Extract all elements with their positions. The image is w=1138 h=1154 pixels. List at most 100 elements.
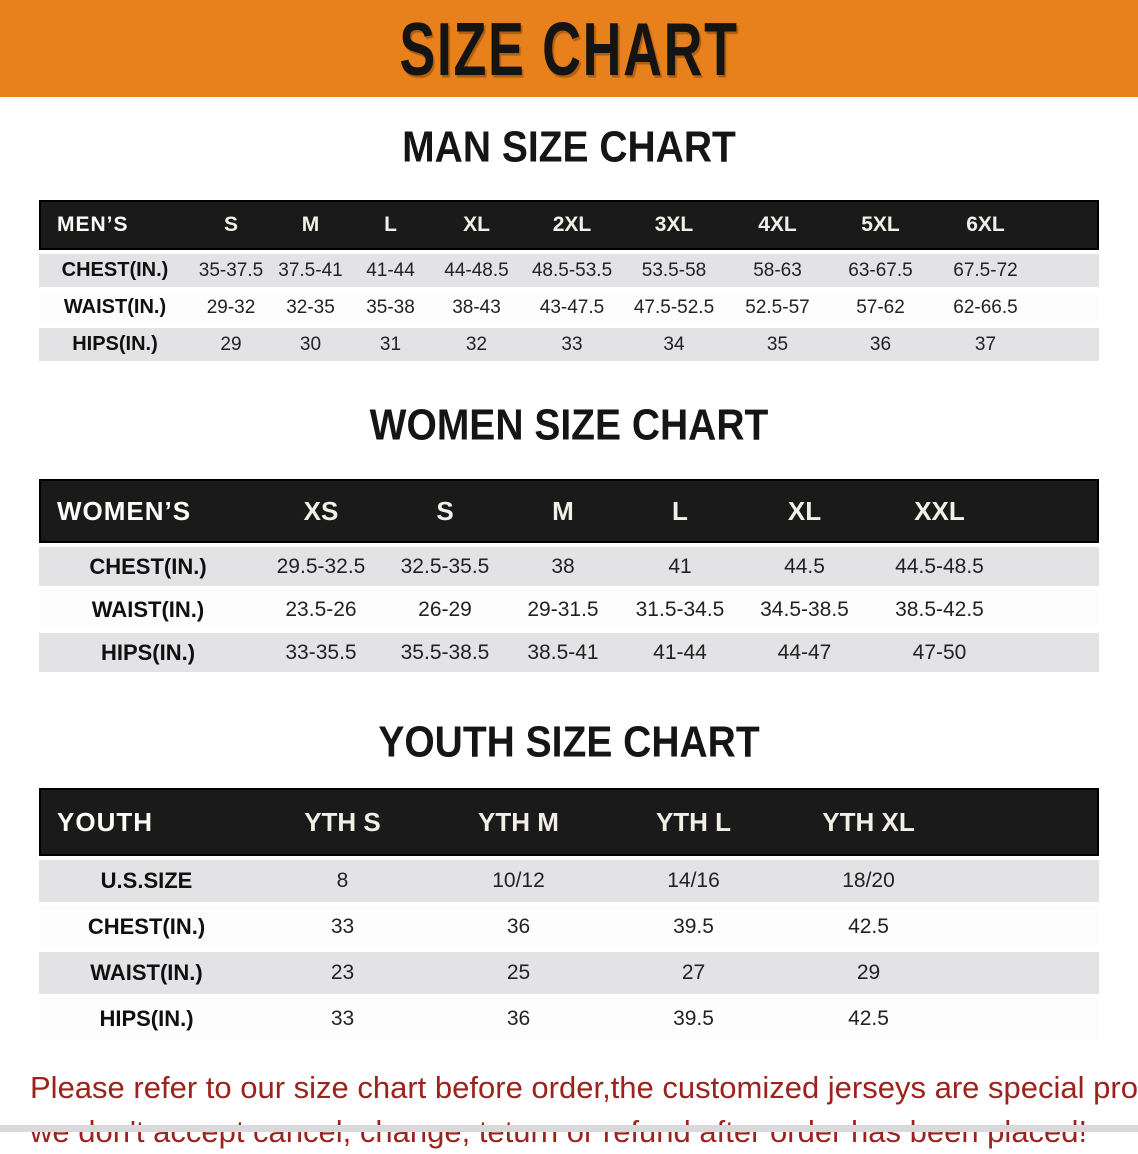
row-filler-cell <box>1039 328 1099 361</box>
size-value-cell: 41-44 <box>350 254 431 287</box>
size-column-header: YTH XL <box>781 788 956 856</box>
size-column-header: XXL <box>870 479 1009 543</box>
size-value-cell: 58-63 <box>726 254 829 287</box>
size-value-cell: 31 <box>350 328 431 361</box>
size-column-header: YTH M <box>431 788 606 856</box>
row-label: HIPS(IN.) <box>39 998 254 1040</box>
size-column-header: L <box>350 200 431 250</box>
disclaimer-line-2: we don't accept cancel, change, teturn o… <box>30 1110 1138 1154</box>
row-label: U.S.SIZE <box>39 860 254 902</box>
size-value-cell: 39.5 <box>606 906 781 948</box>
table-header-row: YOUTH YTH S YTH M YTH L YTH XL <box>39 788 1099 856</box>
womens-size-table: WOMEN’S XS S M L XL XXL CHEST(IN.) 29.5-32.5 32.5… <box>39 475 1099 676</box>
size-value-cell: 42.5 <box>781 906 956 948</box>
table-corner-label: WOMEN’S <box>39 479 257 543</box>
size-column-header: XL <box>739 479 870 543</box>
size-column-header: 3XL <box>622 200 726 250</box>
size-column-header: YTH L <box>606 788 781 856</box>
man-section-title: MAN SIZE CHART <box>402 123 736 172</box>
size-column-header: M <box>505 479 621 543</box>
size-column-header: XS <box>257 479 385 543</box>
size-column-header: L <box>621 479 739 543</box>
row-label: CHEST(IN.) <box>39 254 191 287</box>
size-value-cell: 43-47.5 <box>522 291 622 324</box>
size-value-cell: 33 <box>254 998 431 1040</box>
size-value-cell: 30 <box>271 328 350 361</box>
table-row: CHEST(IN.) 35-37.5 37.5-41 41-44 44-48.5 48.5… <box>39 254 1099 287</box>
size-value-cell: 32 <box>431 328 522 361</box>
size-value-cell: 25 <box>431 952 606 994</box>
size-value-cell: 18/20 <box>781 860 956 902</box>
size-value-cell: 41-44 <box>621 633 739 672</box>
size-column-header: XL <box>431 200 522 250</box>
row-label: WAIST(IN.) <box>39 952 254 994</box>
size-value-cell: 44.5 <box>739 547 870 586</box>
size-column-header: 5XL <box>829 200 932 250</box>
table-row: CHEST(IN.) 33 36 39.5 42.5 <box>39 906 1099 948</box>
size-value-cell: 14/16 <box>606 860 781 902</box>
size-value-cell: 39.5 <box>606 998 781 1040</box>
size-column-header: M <box>271 200 350 250</box>
size-value-cell: 63-67.5 <box>829 254 932 287</box>
youth-size-table: YOUTH YTH S YTH M YTH L YTH XL U.S.SIZE 8 10/12… <box>39 784 1099 1044</box>
size-value-cell: 44-47 <box>739 633 870 672</box>
size-value-cell: 23 <box>254 952 431 994</box>
table-row: WAIST(IN.) 29-32 32-35 35-38 38-43 43-47.5 47.… <box>39 291 1099 324</box>
size-value-cell: 29.5-32.5 <box>257 547 385 586</box>
table-row: HIPS(IN.) 33 36 39.5 42.5 <box>39 998 1099 1040</box>
row-label: HIPS(IN.) <box>39 328 191 361</box>
size-value-cell: 37.5-41 <box>271 254 350 287</box>
size-value-cell: 35 <box>726 328 829 361</box>
size-value-cell: 36 <box>431 906 606 948</box>
size-value-cell: 32-35 <box>271 291 350 324</box>
size-value-cell: 29-32 <box>191 291 271 324</box>
header-filler-cell <box>1039 200 1099 250</box>
size-value-cell: 23.5-26 <box>257 590 385 629</box>
banner-title: SIZE CHART <box>399 6 739 91</box>
mens-size-table: MEN’S S M L XL 2XL 3XL 4XL 5XL 6XL CHEST(IN.) 35-37… <box>39 196 1099 365</box>
size-value-cell: 33 <box>522 328 622 361</box>
row-label: WAIST(IN.) <box>39 291 191 324</box>
size-value-cell: 37 <box>932 328 1039 361</box>
size-value-cell: 29 <box>781 952 956 994</box>
size-value-cell: 33 <box>254 906 431 948</box>
size-column-header: 2XL <box>522 200 622 250</box>
row-filler-cell <box>1009 547 1099 586</box>
size-value-cell: 26-29 <box>385 590 505 629</box>
row-label: CHEST(IN.) <box>39 906 254 948</box>
row-filler-cell <box>956 860 1099 902</box>
size-value-cell: 38-43 <box>431 291 522 324</box>
size-value-cell: 42.5 <box>781 998 956 1040</box>
size-value-cell: 32.5-35.5 <box>385 547 505 586</box>
row-filler-cell <box>956 906 1099 948</box>
row-label: HIPS(IN.) <box>39 633 257 672</box>
size-value-cell: 27 <box>606 952 781 994</box>
size-column-header: 4XL <box>726 200 829 250</box>
table-row: HIPS(IN.) 29 30 31 32 33 34 35 36 37 <box>39 328 1099 361</box>
table-header-row: WOMEN’S XS S M L XL XXL <box>39 479 1099 543</box>
table-corner-label: YOUTH <box>39 788 254 856</box>
size-column-header: S <box>385 479 505 543</box>
row-filler-cell <box>956 952 1099 994</box>
size-value-cell: 29-31.5 <box>505 590 621 629</box>
size-value-cell: 38.5-42.5 <box>870 590 1009 629</box>
size-value-cell: 47.5-52.5 <box>622 291 726 324</box>
size-value-cell: 29 <box>191 328 271 361</box>
size-value-cell: 44.5-48.5 <box>870 547 1009 586</box>
row-filler-cell <box>1039 254 1099 287</box>
size-value-cell: 47-50 <box>870 633 1009 672</box>
size-value-cell: 35-37.5 <box>191 254 271 287</box>
table-row: HIPS(IN.) 33-35.5 35.5-38.5 38.5-41 41-44 44-… <box>39 633 1099 672</box>
size-value-cell: 34 <box>622 328 726 361</box>
size-value-cell: 8 <box>254 860 431 902</box>
size-column-header: S <box>191 200 271 250</box>
size-value-cell: 67.5-72 <box>932 254 1039 287</box>
size-value-cell: 35.5-38.5 <box>385 633 505 672</box>
youth-section-title: YOUTH SIZE CHART <box>378 718 760 767</box>
size-value-cell: 38 <box>505 547 621 586</box>
size-chart-banner: SIZE CHART <box>0 0 1138 97</box>
size-value-cell: 57-62 <box>829 291 932 324</box>
table-row: WAIST(IN.) 23.5-26 26-29 29-31.5 31.5-34.5 34… <box>39 590 1099 629</box>
size-value-cell: 38.5-41 <box>505 633 621 672</box>
header-filler-cell <box>1009 479 1099 543</box>
